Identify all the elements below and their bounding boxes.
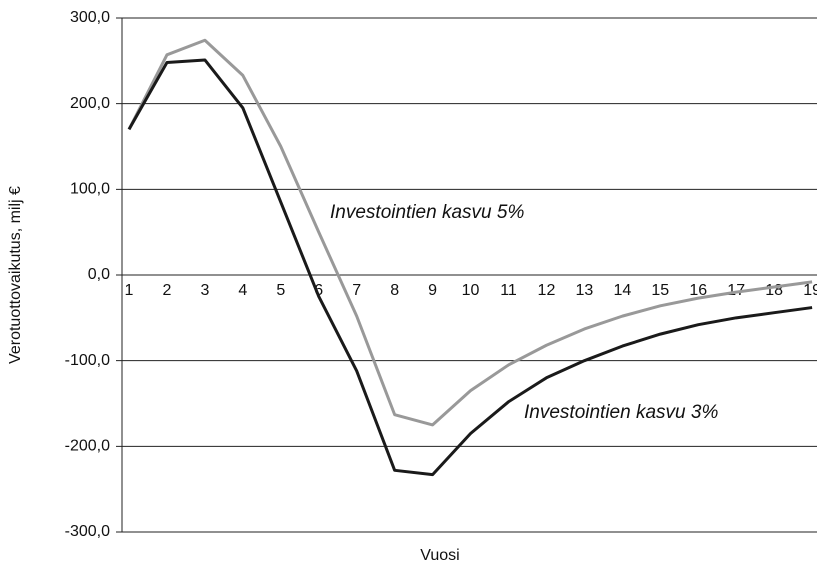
y-tick-label: 300,0 (70, 9, 110, 26)
x-tick-label: 9 (428, 282, 437, 299)
x-tick-label: 3 (200, 282, 209, 299)
annotation: Investointien kasvu 3% (524, 402, 718, 423)
x-tick-label: 2 (162, 282, 171, 299)
x-tick-label: 4 (238, 282, 247, 299)
y-tick-label: 100,0 (70, 181, 110, 198)
x-tick-label: 5 (276, 282, 285, 299)
x-tick-label: 14 (613, 282, 631, 299)
series-line (127, 38, 813, 427)
annotation: Investointien kasvu 5% (330, 202, 524, 223)
x-tick-label: 12 (538, 282, 556, 299)
y-tick-label: -300,0 (65, 523, 110, 540)
y-tick-label: -200,0 (65, 438, 110, 455)
x-tick-label: 13 (576, 282, 594, 299)
y-axis-label: Verotuottovaikutus, milj € (7, 186, 24, 364)
y-tick-label: 0,0 (88, 266, 110, 283)
y-tick-label: 200,0 (70, 95, 110, 112)
x-tick-label: 15 (651, 282, 669, 299)
x-tick-label: 8 (390, 282, 399, 299)
y-tick-label: -100,0 (65, 352, 110, 369)
x-tick-label: 7 (352, 282, 361, 299)
x-tick-label: 16 (689, 282, 707, 299)
x-axis-label: Vuosi (420, 547, 459, 564)
series-line (127, 58, 813, 477)
x-tick-label: 19 (803, 282, 817, 299)
x-tick-label: 11 (500, 282, 517, 299)
x-tick-label: 6 (314, 282, 323, 299)
x-tick-label: 1 (125, 282, 134, 299)
x-tick-label: 10 (462, 282, 480, 299)
